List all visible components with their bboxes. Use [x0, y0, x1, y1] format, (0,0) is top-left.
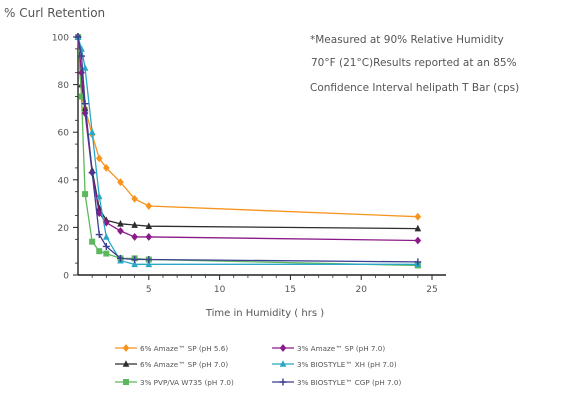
- y-axis-title: % Curl Retention: [4, 6, 105, 20]
- axes: 0 20 40 60 80 100 5 10 15 20 25: [52, 33, 446, 295]
- data-point: [95, 209, 103, 218]
- legend-item: 3% PVP/VA W735 (pH 7.0): [115, 378, 234, 387]
- legend-marker: [122, 344, 130, 352]
- series-line: [77, 36, 418, 263]
- data-point: [103, 233, 110, 240]
- data-point: [145, 222, 153, 230]
- data-point: [103, 164, 110, 172]
- x-tick-label: 25: [426, 285, 437, 295]
- series-layer: [74, 33, 422, 269]
- data-point: [74, 33, 82, 41]
- data-point: [145, 260, 153, 268]
- y-tick-label: 0: [63, 272, 69, 282]
- data-point: [117, 178, 124, 187]
- series-line: [77, 36, 418, 267]
- y-tick-label: 40: [58, 176, 70, 186]
- annotation-line-3: Confidence Interval helipath T Bar (cps): [310, 82, 519, 94]
- data-point: [145, 202, 153, 210]
- legend: 6% Amaze™ SP (pH 5.6) 6% Amaze™ SP (pH 7.…: [115, 344, 401, 387]
- legend-item: 3% BIOSTYLE™ CGP (pH 7.0): [272, 378, 401, 387]
- y-tick-label: 60: [58, 129, 70, 139]
- data-point: [414, 224, 422, 232]
- legend-marker: [279, 378, 287, 386]
- x-tick-label: 10: [214, 285, 226, 295]
- data-point: [117, 227, 124, 235]
- legend-label: 3% PVP/VA W735 (pH 7.0): [140, 378, 234, 387]
- legend-label: 3% Amaze™ SP (pH 7.0): [297, 344, 385, 353]
- data-point: [131, 233, 138, 241]
- data-point: [145, 256, 153, 264]
- data-point: [81, 100, 89, 108]
- legend-item: 3% BIOSTYLE™ XH (pH 7.0): [272, 360, 397, 369]
- data-point: [131, 221, 138, 228]
- data-point: [95, 231, 103, 239]
- legend-item: 3% Amaze™ SP (pH 7.0): [272, 344, 385, 353]
- data-point: [103, 250, 110, 257]
- annotation-line-2: 70°F (21°C)Results reported at an 85%: [311, 57, 517, 69]
- x-axis-title: Time in Humidity ( hrs ): [205, 308, 324, 319]
- legend-label: 3% BIOSTYLE™ XH (pH 7.0): [297, 360, 397, 369]
- data-point: [89, 238, 96, 245]
- legend-marker: [122, 360, 130, 367]
- series-line: [77, 36, 418, 218]
- data-point: [82, 191, 89, 198]
- annotation-line-1: *Measured at 90% Relative Humidity: [310, 34, 504, 46]
- legend-marker: [279, 344, 287, 352]
- data-point: [131, 256, 139, 264]
- legend-item: 6% Amaze™ SP (pH 7.0): [115, 360, 228, 369]
- data-point: [117, 220, 124, 227]
- data-point: [414, 258, 422, 266]
- legend-marker: [123, 379, 129, 385]
- x-tick-label: 20: [355, 285, 367, 295]
- data-point: [131, 194, 138, 203]
- data-point: [78, 93, 85, 100]
- data-point: [78, 52, 86, 60]
- data-point: [95, 154, 103, 163]
- y-tick-label: 80: [58, 81, 70, 91]
- data-point: [88, 128, 96, 135]
- x-tick-label: 5: [146, 285, 152, 295]
- legend-item: 6% Amaze™ SP (pH 5.6): [115, 344, 228, 353]
- legend-marker: [279, 360, 287, 367]
- x-tick-label: 15: [285, 285, 296, 295]
- series-line: [77, 36, 418, 265]
- legend-label: 3% BIOSTYLE™ CGP (pH 7.0): [297, 378, 401, 387]
- data-point: [414, 212, 422, 221]
- data-point: [414, 236, 422, 245]
- legend-label: 6% Amaze™ SP (pH 7.0): [140, 360, 228, 369]
- data-point: [102, 242, 110, 250]
- data-point: [88, 169, 96, 177]
- y-tick-label: 100: [52, 34, 69, 44]
- series-6: [74, 33, 422, 266]
- data-point: [95, 192, 103, 200]
- legend-label: 6% Amaze™ SP (pH 5.6): [140, 344, 228, 353]
- data-point: [131, 260, 138, 268]
- data-point: [145, 233, 153, 241]
- y-tick-label: 20: [58, 224, 70, 234]
- data-point: [81, 64, 89, 71]
- data-point: [116, 254, 124, 262]
- data-point: [96, 248, 103, 255]
